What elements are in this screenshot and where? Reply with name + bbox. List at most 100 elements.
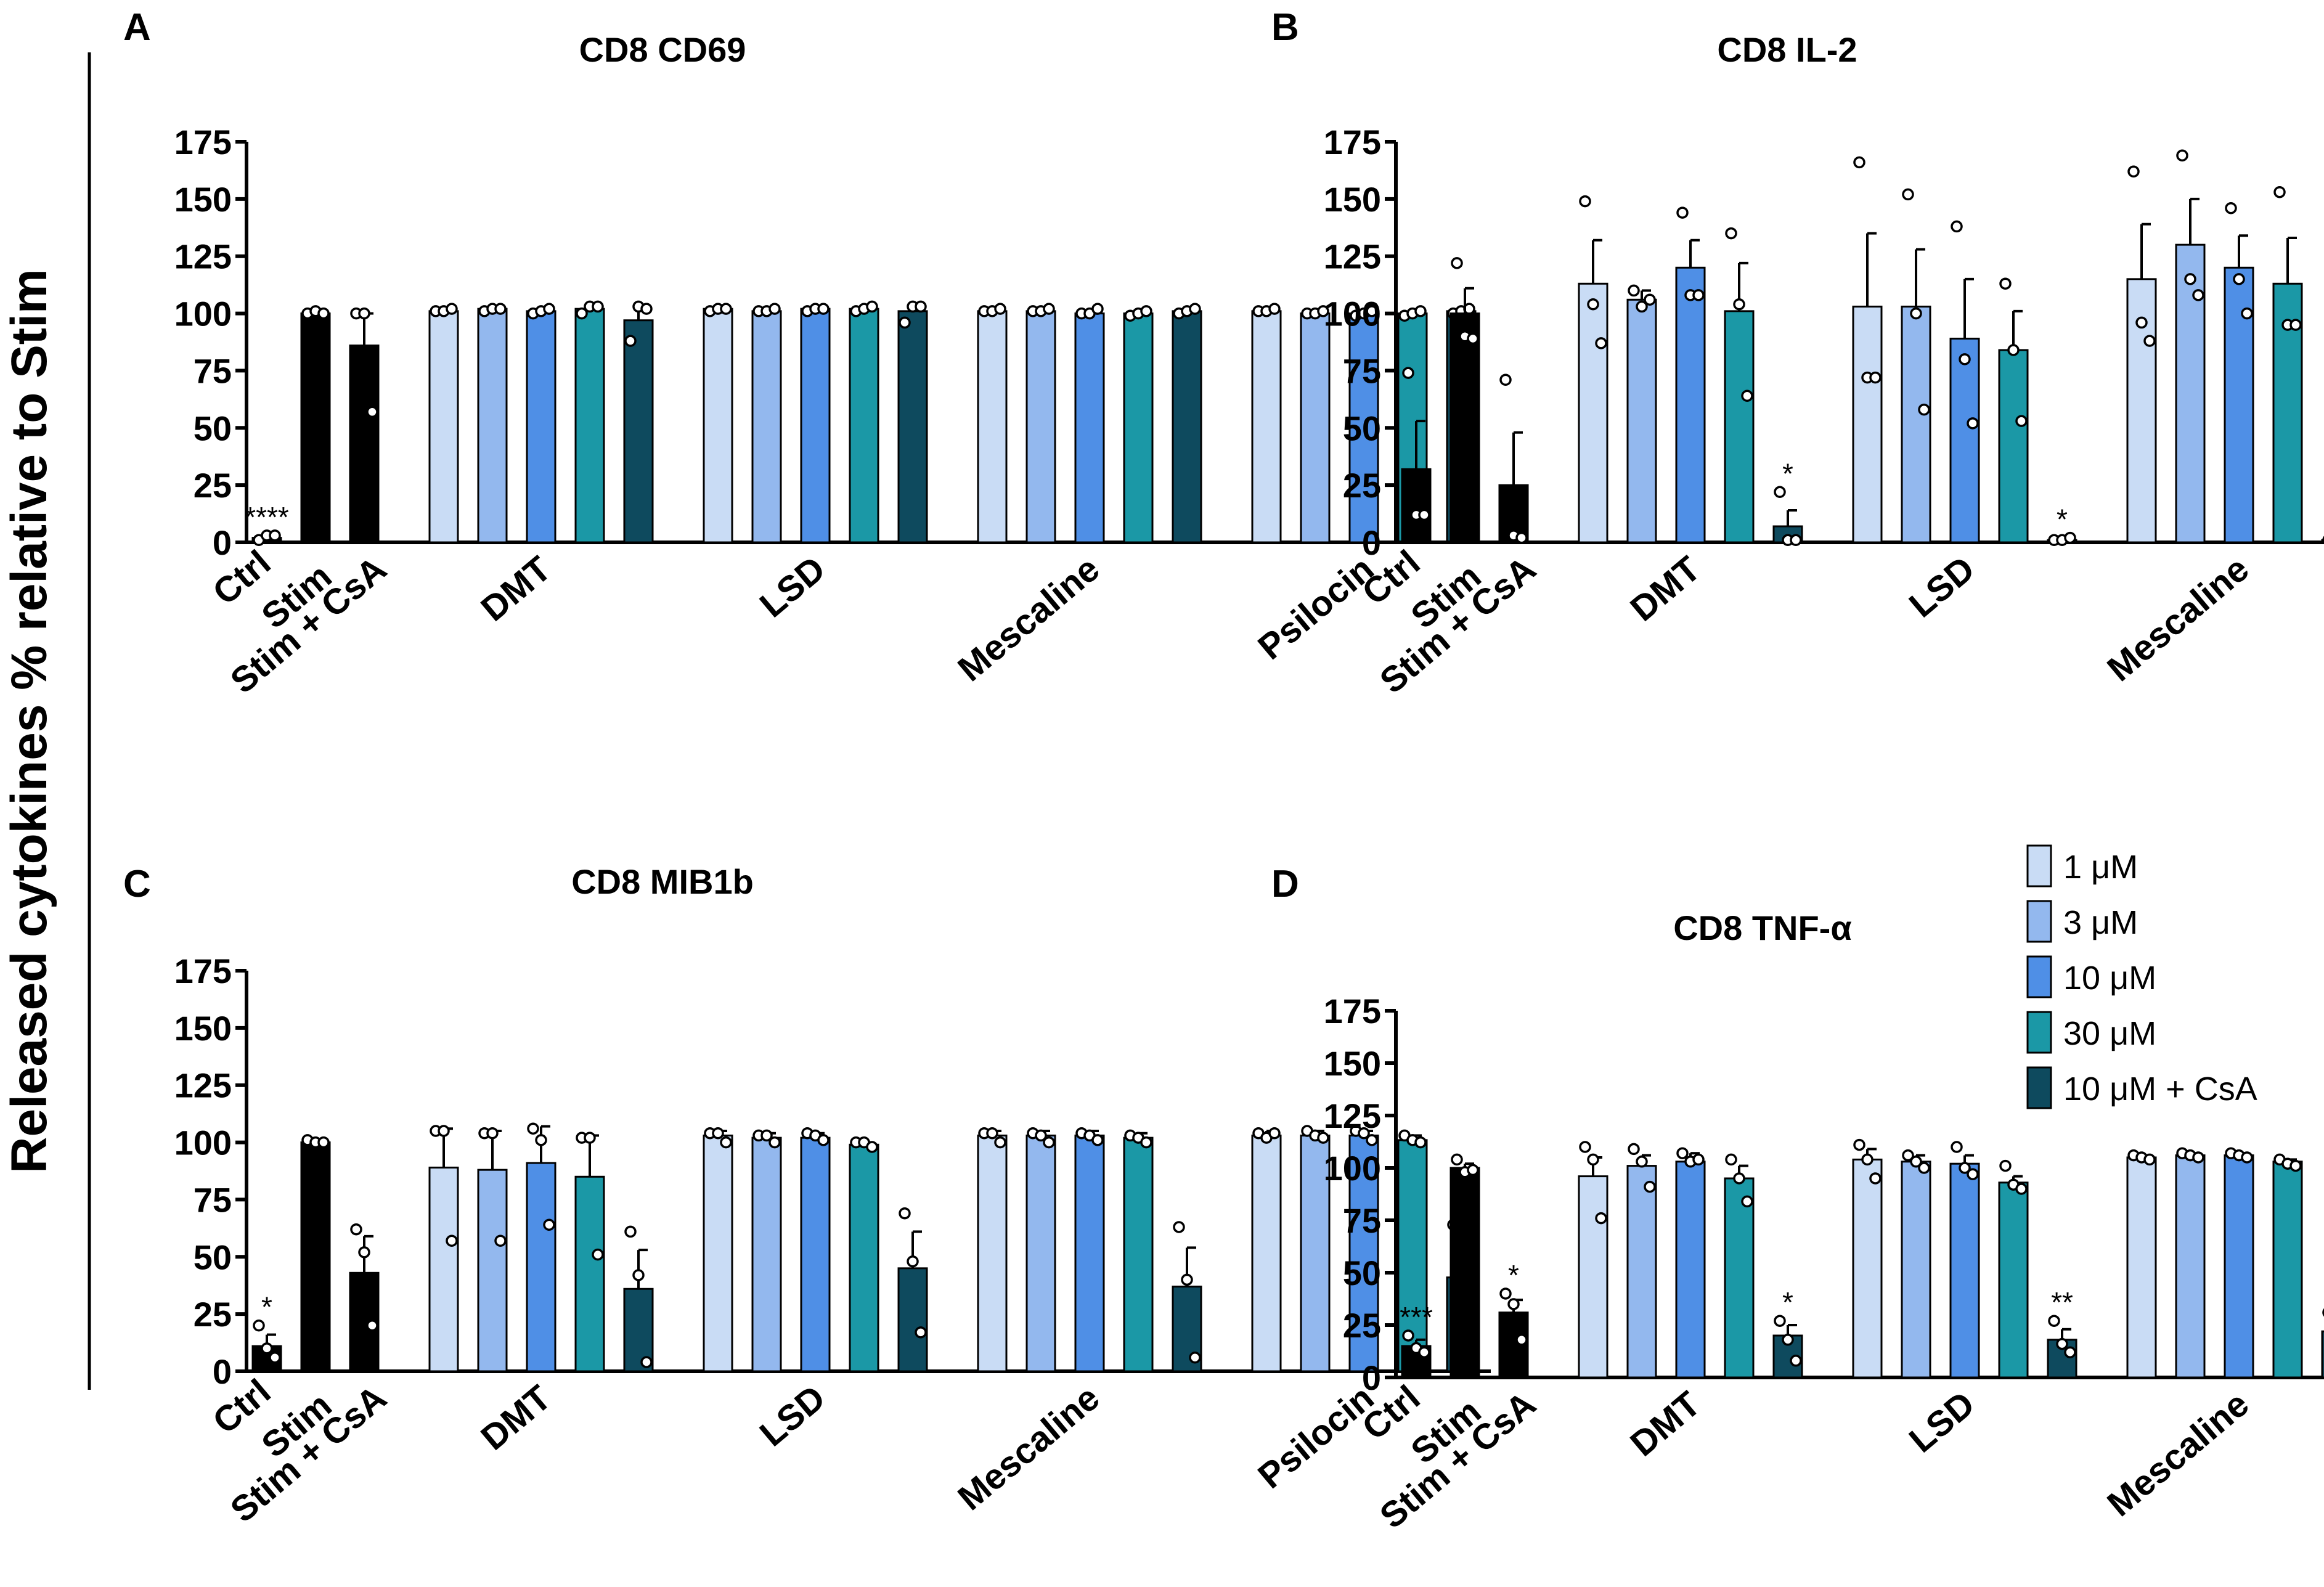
data-point <box>366 406 378 418</box>
data-point <box>1636 300 1648 313</box>
bar <box>1172 1286 1202 1373</box>
data-point <box>632 1269 645 1281</box>
data-point <box>494 1234 507 1247</box>
data-point <box>1402 367 1414 379</box>
bar <box>428 1166 459 1373</box>
data-point <box>769 1136 781 1149</box>
bar <box>623 319 654 544</box>
y-tick-label: 75 <box>194 351 232 390</box>
data-point <box>1692 289 1705 301</box>
bar <box>1724 310 1755 544</box>
data-point <box>2064 1346 2076 1358</box>
data-point <box>2233 273 2245 285</box>
bar <box>2175 1154 2206 1379</box>
data-point <box>1790 534 1802 547</box>
bar <box>1074 312 1105 544</box>
bar <box>800 1136 831 1373</box>
bar <box>1123 1136 1154 1373</box>
y-tick-label: 100 <box>174 1124 232 1162</box>
legend-label: 1 μM <box>2063 849 2138 886</box>
data-point <box>640 1356 653 1368</box>
bar <box>1449 1167 1480 1379</box>
y-tick-label: 0 <box>213 1352 232 1391</box>
data-point <box>1967 417 1979 430</box>
shared-y-axis-title: Released cytokines % relative to Stim <box>1 269 57 1173</box>
y-tick-label: 150 <box>174 1009 232 1048</box>
data-point <box>2289 1159 2302 1172</box>
legend-swatch <box>2026 1011 2052 1054</box>
bar <box>897 1267 928 1373</box>
data-point <box>915 1326 927 1339</box>
data-point <box>1741 390 1753 402</box>
x-label-drug: LSD <box>1902 549 1983 625</box>
y-tick-label: 25 <box>194 466 232 505</box>
x-label-drug: DMT <box>473 1377 558 1458</box>
data-point <box>2048 1315 2060 1327</box>
data-point <box>1499 1287 1512 1300</box>
data-point <box>769 303 781 315</box>
x-label-drug: DMT <box>1623 1384 1708 1464</box>
y-tick-label: 25 <box>194 1295 232 1334</box>
data-point <box>1853 156 1865 169</box>
data-point <box>253 1319 265 1332</box>
legend-label: 10 μM <box>2063 960 2156 997</box>
bar <box>1578 1175 1608 1379</box>
data-point <box>494 303 507 315</box>
data-point <box>2289 319 2302 331</box>
data-point <box>1451 257 1463 269</box>
bar <box>849 1143 879 1373</box>
bar <box>1949 1162 1980 1379</box>
bar <box>800 308 831 544</box>
data-point <box>2007 344 2020 356</box>
bar <box>751 310 782 544</box>
data-point <box>1999 277 2012 290</box>
data-point <box>1774 486 1786 499</box>
data-point <box>2184 273 2196 285</box>
bar <box>2126 1156 2157 1379</box>
y-tick-label: 150 <box>174 180 232 219</box>
data-point <box>366 1319 378 1332</box>
y-tick-label: 100 <box>1324 295 1381 333</box>
bar <box>703 308 733 544</box>
data-point <box>486 1127 499 1140</box>
y-tick-label: 25 <box>1343 466 1381 505</box>
bar <box>1251 1134 1282 1373</box>
data-point <box>624 1225 637 1238</box>
legend-swatch <box>2026 844 2052 887</box>
panel-b-chart: CD8 IL-20255075100125150175****CtrlStimS… <box>1324 30 2324 701</box>
x-label-drug: LSD <box>1902 1384 1983 1460</box>
y-tick-label: 175 <box>174 123 232 161</box>
data-point <box>1181 1273 1193 1286</box>
bar <box>1074 1134 1105 1373</box>
bar <box>2272 1161 2303 1379</box>
data-point <box>1414 1136 1427 1149</box>
panel-letter-a: A <box>123 6 151 49</box>
y-tick-label: 0 <box>213 523 232 562</box>
data-point <box>2192 289 2204 301</box>
data-point <box>446 1234 458 1247</box>
y-tick-label: 100 <box>174 295 232 333</box>
bar <box>1123 312 1154 544</box>
data-point <box>317 1136 330 1149</box>
data-point <box>994 303 1006 315</box>
panel-letter-b: B <box>1271 6 1299 49</box>
data-point <box>1173 1221 1185 1233</box>
data-point <box>1725 1153 1737 1166</box>
data-point <box>1628 1143 1640 1156</box>
y-tick-label: 50 <box>194 409 232 447</box>
data-point <box>1692 1153 1705 1166</box>
bar <box>428 310 459 544</box>
y-tick-label: 25 <box>1343 1306 1381 1345</box>
data-point <box>527 1122 539 1135</box>
chart-title: CD8 IL-2 <box>1717 30 1857 69</box>
legend-item-30um: 30 μM <box>2026 1011 2156 1054</box>
legend: 1 μM 3 μM 10 μM 30 μM 10 μM + CsA <box>2026 844 2257 1109</box>
x-label-drug: LSD <box>752 549 833 625</box>
data-point <box>592 1248 604 1261</box>
data-point <box>1676 1147 1689 1159</box>
data-point <box>907 1255 919 1268</box>
data-point <box>2056 1337 2068 1350</box>
y-tick-label: 75 <box>1343 351 1381 390</box>
data-point <box>712 1127 724 1140</box>
data-point <box>2225 202 2237 214</box>
